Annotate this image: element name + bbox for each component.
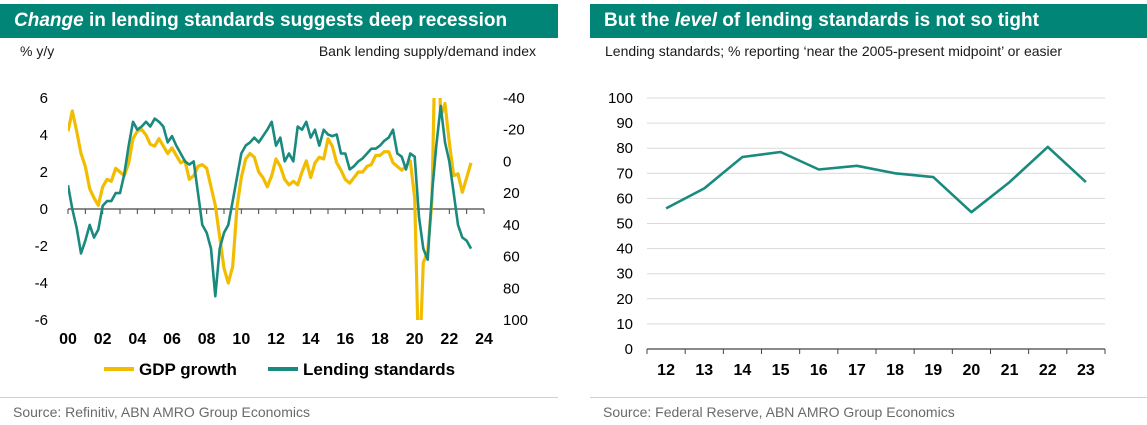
right-axis-unit-label: Bank lending supply/demand index <box>318 43 536 59</box>
x-tick-label: 17 <box>848 362 866 379</box>
x-tick-label: 12 <box>267 331 285 348</box>
x-tick-label: 16 <box>336 331 354 348</box>
lending-standards-level-line <box>665 145 1087 214</box>
left-y-tick-label: 0 <box>40 201 48 218</box>
right-chart-subtitle: Lending standards; % reporting ‘near the… <box>605 43 1063 59</box>
x-tick-label: 12 <box>657 362 675 379</box>
right-chart-panel: But the level of lending standards is no… <box>590 0 1147 425</box>
y-tick-label: 90 <box>616 115 633 132</box>
left-y-tick-label: 6 <box>40 90 48 107</box>
y-tick-label: 60 <box>616 190 633 207</box>
y-tick-label: 70 <box>616 165 633 182</box>
x-tick-label: 23 <box>1077 362 1095 379</box>
legend-gdp-label: GDP growth <box>139 360 237 379</box>
left-series-group <box>68 98 473 320</box>
right-title-pre: But the <box>604 10 675 31</box>
left-y-tick-label: 4 <box>40 127 48 144</box>
left-axis-unit-label: % y/y <box>20 43 55 59</box>
x-tick-label: 15 <box>772 362 790 379</box>
y-tick-label: 100 <box>608 90 633 107</box>
x-tick-label: 18 <box>886 362 904 379</box>
x-tick-label: 24 <box>475 331 493 348</box>
x-tick-label: 18 <box>371 331 389 348</box>
right-y-tick-label: -40 <box>503 90 525 107</box>
left-footer-divider <box>0 397 558 398</box>
x-tick-label: 22 <box>1039 362 1057 379</box>
right-y-tick-label: 60 <box>503 249 520 266</box>
x-tick-label: 00 <box>59 331 77 348</box>
x-tick-label: 22 <box>440 331 458 348</box>
x-tick-label: 13 <box>695 362 713 379</box>
y-tick-label: 50 <box>616 216 633 233</box>
y-tick-label: 80 <box>616 140 633 157</box>
gdp-growth-line <box>68 98 473 320</box>
x-tick-label: 02 <box>94 331 112 348</box>
right-title-emphasis: level <box>674 10 717 31</box>
x-tick-label: 06 <box>163 331 181 348</box>
right-y-tick-label: 0 <box>503 153 511 170</box>
lending-standards-line <box>68 104 473 298</box>
right-y-tick-label: 80 <box>503 280 520 297</box>
y-tick-label: 0 <box>625 341 633 358</box>
x-tick-label: 21 <box>1001 362 1019 379</box>
right-y-tick-label: -20 <box>503 122 525 139</box>
y-tick-label: 20 <box>616 291 633 308</box>
left-chart-title: Change in lending standards suggests dee… <box>0 4 558 38</box>
x-tick-label: 10 <box>232 331 250 348</box>
x-tick-label: 14 <box>734 362 752 379</box>
right-y-tick-label: 20 <box>503 185 520 202</box>
x-tick-label: 20 <box>963 362 981 379</box>
right-chart-title: But the level of lending standards is no… <box>590 4 1147 38</box>
left-y-tick-label: -4 <box>35 275 48 292</box>
right-y-tick-label: 40 <box>503 217 520 234</box>
x-tick-label: 08 <box>198 331 216 348</box>
left-source-note: Source: Refinitiv, ABN AMRO Group Econom… <box>13 404 310 420</box>
legend-lending-label: Lending standards <box>303 360 455 379</box>
x-tick-label: 04 <box>128 331 146 348</box>
right-footer-divider <box>590 397 1147 398</box>
right-title-post: of lending standards is not so tight <box>716 10 1039 31</box>
x-tick-label: 20 <box>406 331 424 348</box>
left-title-emphasis: Change <box>14 10 84 31</box>
left-y-tick-label: 2 <box>40 164 48 181</box>
x-tick-label: 19 <box>924 362 942 379</box>
right-source-note: Source: Federal Reserve, ABN AMRO Group … <box>603 404 955 420</box>
left-y-tick-label: -6 <box>35 312 48 329</box>
x-tick-label: 16 <box>810 362 828 379</box>
y-tick-label: 30 <box>616 266 633 283</box>
x-tick-label: 14 <box>302 331 320 348</box>
left-chart-panel: Change in lending standards suggests dee… <box>0 0 558 425</box>
right-y-tick-label: 100 <box>503 312 528 329</box>
left-title-text: in lending standards suggests deep reces… <box>83 10 508 31</box>
y-tick-label: 10 <box>616 316 633 333</box>
left-y-tick-label: -2 <box>35 238 48 255</box>
y-tick-label: 40 <box>616 241 633 258</box>
